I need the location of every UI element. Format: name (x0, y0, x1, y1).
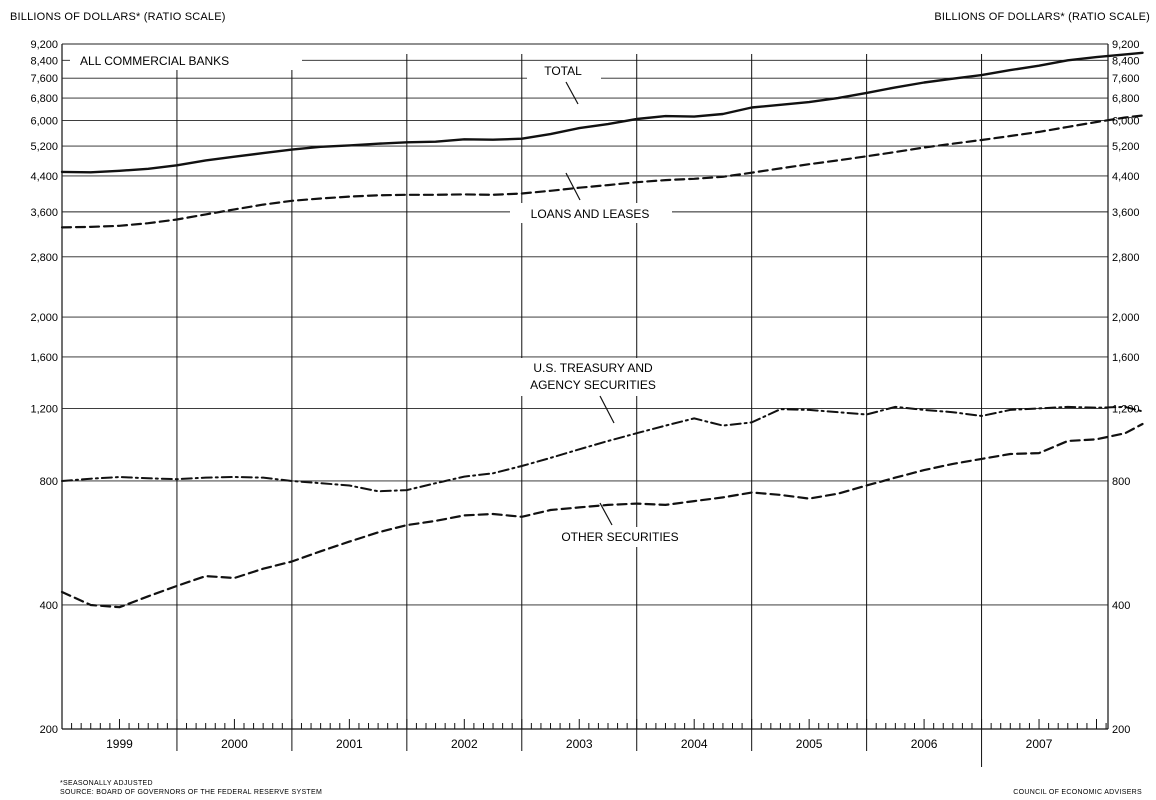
y-tick-label-right: 9,200 (1112, 39, 1140, 51)
total-label-background (527, 61, 601, 79)
other-label-background (546, 527, 696, 547)
y-tick-label-left: 5,200 (30, 141, 58, 153)
y-tick-label-right: 8,400 (1112, 55, 1140, 67)
y-tick-label-right: 800 (1112, 476, 1130, 488)
y-tick-label-right: 2,000 (1112, 312, 1140, 324)
y-tick-label-left: 6,800 (30, 93, 58, 105)
y-tick-label-left: 1,600 (30, 352, 58, 364)
x-year-label: 2007 (1026, 737, 1053, 751)
left-axis-title: BILLIONS OF DOLLARS* (RATIO SCALE) (10, 11, 226, 23)
y-tick-label-right: 6,000 (1112, 115, 1140, 127)
footnote-source: SOURCE: BOARD OF GOVERNORS OF THE FEDERA… (60, 789, 322, 796)
y-tick-label-right: 200 (1112, 724, 1130, 736)
x-year-label: 1999 (106, 737, 133, 751)
grid (61, 43, 1109, 767)
other-label-leader (599, 502, 613, 526)
y-tick-label-right: 6,800 (1112, 93, 1140, 105)
series-line-total (60, 51, 1144, 174)
series-line-other-securities (60, 422, 1144, 609)
x-year-label: 2004 (681, 737, 708, 751)
y-tick-label-left: 3,600 (30, 207, 58, 219)
loans-label: LOANS AND LEASES (531, 207, 650, 221)
y-tick-label-right: 1,200 (1112, 403, 1140, 415)
loans-label-leader (565, 172, 581, 201)
y-tick-label-left: 1,200 (30, 403, 58, 415)
y-tick-label-left: 2,000 (30, 312, 58, 324)
x-year-label: 2002 (451, 737, 478, 751)
x-year-label: 2005 (796, 737, 823, 751)
year-labels: 1999 2000 2001 2002 2003 2004 2005 2006 2007 (106, 737, 1053, 751)
y-tick-label-left: 200 (40, 724, 58, 736)
footnote-seasonal: *SEASONALLY ADJUSTED (60, 780, 153, 787)
treasury-label-leader (599, 395, 615, 424)
x-year-label: 2003 (566, 737, 593, 751)
y-tick-label-left: 2,800 (30, 252, 58, 264)
x-year-label: 2000 (221, 737, 248, 751)
y-tick-label-left: 800 (40, 476, 58, 488)
y-tick-label-right: 400 (1112, 600, 1130, 612)
y-tick-label-left: 7,600 (30, 73, 58, 85)
treasury-label-background (514, 358, 674, 396)
other-label: OTHER SECURITIES (561, 530, 678, 544)
loans-label-background (510, 203, 672, 223)
y-tick-label-left: 8,400 (30, 55, 58, 67)
right-tick-labels: 200 400 800 1,200 1,600 2,000 2,800 3,600 4,400 5… (1112, 39, 1140, 736)
total-label: TOTAL (544, 64, 582, 78)
y-tick-label-right: 5,200 (1112, 141, 1140, 153)
y-tick-label-right: 3,600 (1112, 207, 1140, 219)
series-lines (60, 51, 1144, 609)
y-tick-label-right: 1,600 (1112, 352, 1140, 364)
x-year-label: 2006 (911, 737, 938, 751)
y-tick-label-right: 7,600 (1112, 73, 1140, 85)
panel-label: ALL COMMERCIAL BANKS (80, 54, 229, 68)
y-tick-label-left: 6,000 (30, 115, 58, 127)
y-tick-label-left: 4,400 (30, 171, 58, 183)
treasury-label-line2: AGENCY SECURITIES (530, 378, 656, 392)
y-tick-label-left: 400 (40, 600, 58, 612)
series-line-u-s-treasury-and-agency-securities (61, 405, 1144, 493)
y-tick-label-right: 4,400 (1112, 171, 1140, 183)
panel-label-background (70, 50, 302, 70)
right-axis-title: BILLIONS OF DOLLARS* (RATIO SCALE) (934, 11, 1150, 23)
y-tick-label-left: 9,200 (30, 39, 58, 51)
y-tick-label-right: 2,800 (1112, 252, 1140, 264)
total-label-leader (565, 81, 579, 105)
treasury-label-line1: U.S. TREASURY AND (533, 361, 653, 375)
left-tick-labels: 200 400 800 1,200 1,600 2,000 2,800 3,600 4,400 5… (30, 39, 58, 736)
credit-cea: COUNCIL OF ECONOMIC ADVISERS (1013, 789, 1142, 796)
x-year-label: 2001 (336, 737, 363, 751)
series-line-loans-and-leases (60, 114, 1144, 229)
